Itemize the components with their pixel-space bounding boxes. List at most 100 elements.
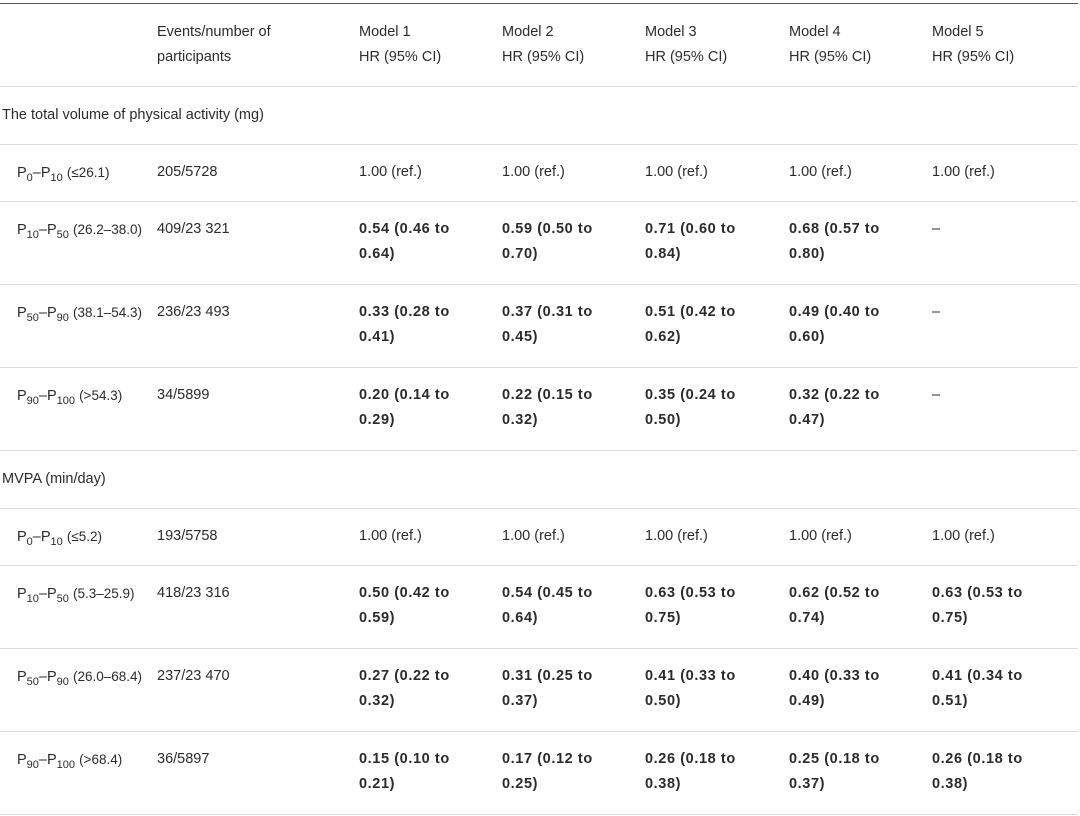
percentile-separator: –P — [38, 752, 57, 768]
events-header-line-1: Events/number of — [157, 24, 271, 40]
hr-cell-line: 0.49 (0.40 to — [789, 304, 880, 320]
percentile-range: (>68.4) — [79, 752, 123, 767]
hr-cell-model-3: 0.26 (0.18 to 0.38) — [645, 747, 736, 797]
hr-cell-model-5: – — [932, 383, 940, 408]
hr-cell-model-4: 0.49 (0.40 to 0.60) — [789, 300, 880, 350]
hr-cell-line: 0.37) — [789, 776, 826, 792]
table-header-row: Events/number of participants Model 1 HR… — [0, 4, 1078, 87]
hr-cell-model-4: 0.68 (0.57 to 0.80) — [789, 217, 880, 267]
hr-cell-model-1: 1.00 (ref.) — [359, 160, 422, 185]
hr-cell-model-4: 0.62 (0.52 to 0.74) — [789, 581, 880, 631]
percentile-to: 100 — [56, 759, 76, 771]
hr-cell-model-2: 1.00 (ref.) — [502, 524, 565, 549]
percentile-label: P50–P90 (26.0–68.4) — [17, 664, 142, 690]
events-column-header: Events/number of participants — [157, 20, 271, 70]
hr-cell-model-3: 1.00 (ref.) — [645, 160, 708, 185]
hr-cell-line: 0.59) — [359, 610, 396, 626]
percentile-range: (>54.3) — [79, 388, 123, 403]
hr-cell-line: 0.60) — [789, 329, 826, 345]
hr-cell-model-1: 0.15 (0.10 to 0.21) — [359, 747, 450, 797]
hr-cell-line: 0.45) — [502, 329, 539, 345]
percentile-p-letter: P — [17, 165, 27, 181]
percentile-from: 50 — [26, 676, 39, 688]
hr-cell-line: 1.00 (ref.) — [645, 528, 708, 544]
hr-cell-line: 1.00 (ref.) — [502, 528, 565, 544]
section-header-row: MVPA (min/day) — [0, 451, 1078, 509]
hr-cell-line: 0.75) — [932, 610, 969, 626]
hr-cell-model-3: 0.63 (0.53 to 0.75) — [645, 581, 736, 631]
hr-cell-model-1: 0.20 (0.14 to 0.29) — [359, 383, 450, 433]
events-cell: 34/5899 — [157, 387, 210, 403]
model-5-sub: HR (95% CI) — [932, 49, 1015, 65]
percentile-to: 50 — [56, 229, 69, 241]
percentile-separator: –P — [38, 305, 57, 321]
hr-cell-line: 0.37) — [502, 693, 539, 709]
table-row: P90–P100 (>68.4) 36/5897 0.15 (0.10 to 0.21… — [0, 732, 1078, 815]
hr-cell-line: – — [932, 304, 941, 320]
table-body: The total volume of physical activity (m… — [0, 87, 1078, 815]
hr-cell-line: 1.00 (ref.) — [789, 528, 852, 544]
hr-cell-line: 1.00 (ref.) — [645, 164, 708, 180]
percentile-range: (26.2–38.0) — [72, 222, 143, 237]
percentile-separator: –P — [32, 529, 51, 545]
percentile-p-letter: P — [17, 529, 27, 545]
hr-cell-model-4: 0.32 (0.22 to 0.47) — [789, 383, 880, 433]
hr-cell-line: 0.37 (0.31 to — [502, 304, 593, 320]
hr-cell-line: 0.62 (0.52 to — [789, 585, 880, 601]
hr-cell-line: 0.25 (0.18 to — [789, 751, 880, 767]
hr-cell-model-5: 0.63 (0.53 to 0.75) — [932, 581, 1023, 631]
hr-cell-line: 0.26 (0.18 to — [645, 751, 736, 767]
percentile-range: (26.0–68.4) — [72, 669, 143, 684]
hr-cell-line: 0.64) — [502, 610, 539, 626]
hr-cell-model-2: 0.59 (0.50 to 0.70) — [502, 217, 593, 267]
table-row: P0–P10 (≤5.2) 193/5758 1.00 (ref.) 1.00 (re… — [0, 509, 1078, 566]
hr-cell-line: 0.84) — [645, 246, 682, 262]
percentile-to: 90 — [56, 312, 69, 324]
hr-cell-line: – — [932, 387, 941, 403]
percentile-p-letter: P — [17, 305, 27, 321]
percentile-label: P10–P50 (26.2–38.0) — [17, 217, 142, 243]
percentile-range: (5.3–25.9) — [72, 586, 135, 601]
hr-cell-model-1: 1.00 (ref.) — [359, 524, 422, 549]
hr-cell-line: 0.41 (0.34 to — [932, 668, 1023, 684]
percentile-p-letter: P — [17, 388, 27, 404]
hr-cell-line: 0.54 (0.46 to — [359, 221, 450, 237]
events-cell: 418/23 316 — [157, 585, 230, 601]
section-header-row: The total volume of physical activity (m… — [0, 87, 1078, 145]
hr-cell-line: 0.26 (0.18 to — [932, 751, 1023, 767]
hr-cell-model-2: 0.31 (0.25 to 0.37) — [502, 664, 593, 714]
hr-cell-model-4: 0.40 (0.33 to 0.49) — [789, 664, 880, 714]
hr-cell-line: 0.47) — [789, 412, 826, 428]
percentile-to: 100 — [56, 395, 76, 407]
hr-cell-line: 1.00 (ref.) — [789, 164, 852, 180]
hr-cell-line: 0.74) — [789, 610, 826, 626]
percentile-range: (≤5.2) — [66, 529, 102, 544]
percentile-separator: –P — [38, 222, 57, 238]
hazard-ratio-table: Events/number of participants Model 1 HR… — [0, 3, 1078, 815]
hr-cell-line: 0.32) — [502, 412, 539, 428]
hr-cell-model-4: 1.00 (ref.) — [789, 160, 852, 185]
percentile-label: P10–P50 (5.3–25.9) — [17, 581, 135, 607]
events-header-line-2: participants — [157, 49, 232, 65]
hr-cell-model-2: 0.37 (0.31 to 0.45) — [502, 300, 593, 350]
percentile-to: 10 — [50, 536, 63, 548]
table-row: P50–P90 (38.1–54.3) 236/23 493 0.33 (0.28 … — [0, 285, 1078, 368]
percentile-label: P0–P10 (≤26.1) — [17, 160, 110, 186]
hr-cell-line: 0.15 (0.10 to — [359, 751, 450, 767]
hr-cell-line: 0.33 (0.28 to — [359, 304, 450, 320]
hr-cell-line: 0.32 (0.22 to — [789, 387, 880, 403]
hr-cell-model-3: 0.41 (0.33 to 0.50) — [645, 664, 736, 714]
events-cell: 236/23 493 — [157, 304, 230, 320]
percentile-range: (≤26.1) — [66, 165, 110, 180]
model-1-name: Model 1 — [359, 24, 411, 40]
percentile-p-letter: P — [17, 586, 27, 602]
hr-cell-line: 0.20 (0.14 to — [359, 387, 450, 403]
model-2-column-header: Model 2 HR (95% CI) — [502, 20, 584, 70]
hr-cell-line: 1.00 (ref.) — [359, 528, 422, 544]
hr-cell-line: 0.38) — [932, 776, 969, 792]
hr-cell-line: 0.17 (0.12 to — [502, 751, 593, 767]
hr-cell-line: 0.51 (0.42 to — [645, 304, 736, 320]
table-row: P50–P90 (26.0–68.4) 237/23 470 0.27 (0.22 … — [0, 649, 1078, 732]
table-row: P90–P100 (>54.3) 34/5899 0.20 (0.14 to 0.29… — [0, 368, 1078, 451]
hr-cell-line: 0.21) — [359, 776, 396, 792]
